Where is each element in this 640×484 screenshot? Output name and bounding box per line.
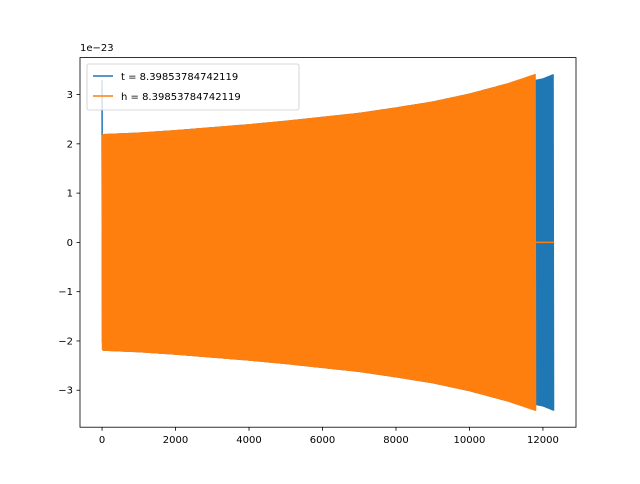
y-tick-label: −3 — [58, 386, 73, 397]
legend-label: t = 8.39853784742119 — [121, 72, 238, 83]
series-2 — [101, 74, 554, 411]
series-line — [101, 74, 537, 411]
x-tick-label: 6000 — [310, 435, 335, 446]
x-axis: 0 2000 4000 6000 8000 10000 12000 — [99, 427, 559, 446]
y-offset-label: 1e−23 — [80, 43, 114, 54]
legend-item: h = 8.39853784742119 — [93, 92, 241, 103]
plot-area — [101, 74, 555, 411]
y-tick-label: 2 — [67, 139, 73, 150]
x-tick-label: 4000 — [236, 435, 261, 446]
x-tick-label: 2000 — [163, 435, 188, 446]
x-tick-label: 12000 — [527, 435, 559, 446]
y-axis: −3 −2 −1 0 1 2 3 — [58, 90, 80, 397]
legend-item: t = 8.39853784742119 — [93, 72, 238, 83]
y-tick-label: −1 — [58, 287, 73, 298]
legend-label: h = 8.39853784742119 — [121, 92, 241, 103]
legend-box — [86, 63, 300, 111]
x-tick-label: 0 — [99, 435, 105, 446]
y-tick-label: 0 — [67, 238, 73, 249]
legend: t = 8.39853784742119 h = 8.39853784742119 — [86, 63, 300, 111]
y-tick-label: 1 — [67, 189, 73, 200]
x-tick-label: 8000 — [383, 435, 408, 446]
y-tick-label: 3 — [67, 90, 73, 101]
x-tick-label: 10000 — [454, 435, 486, 446]
y-tick-label: −2 — [58, 336, 73, 347]
